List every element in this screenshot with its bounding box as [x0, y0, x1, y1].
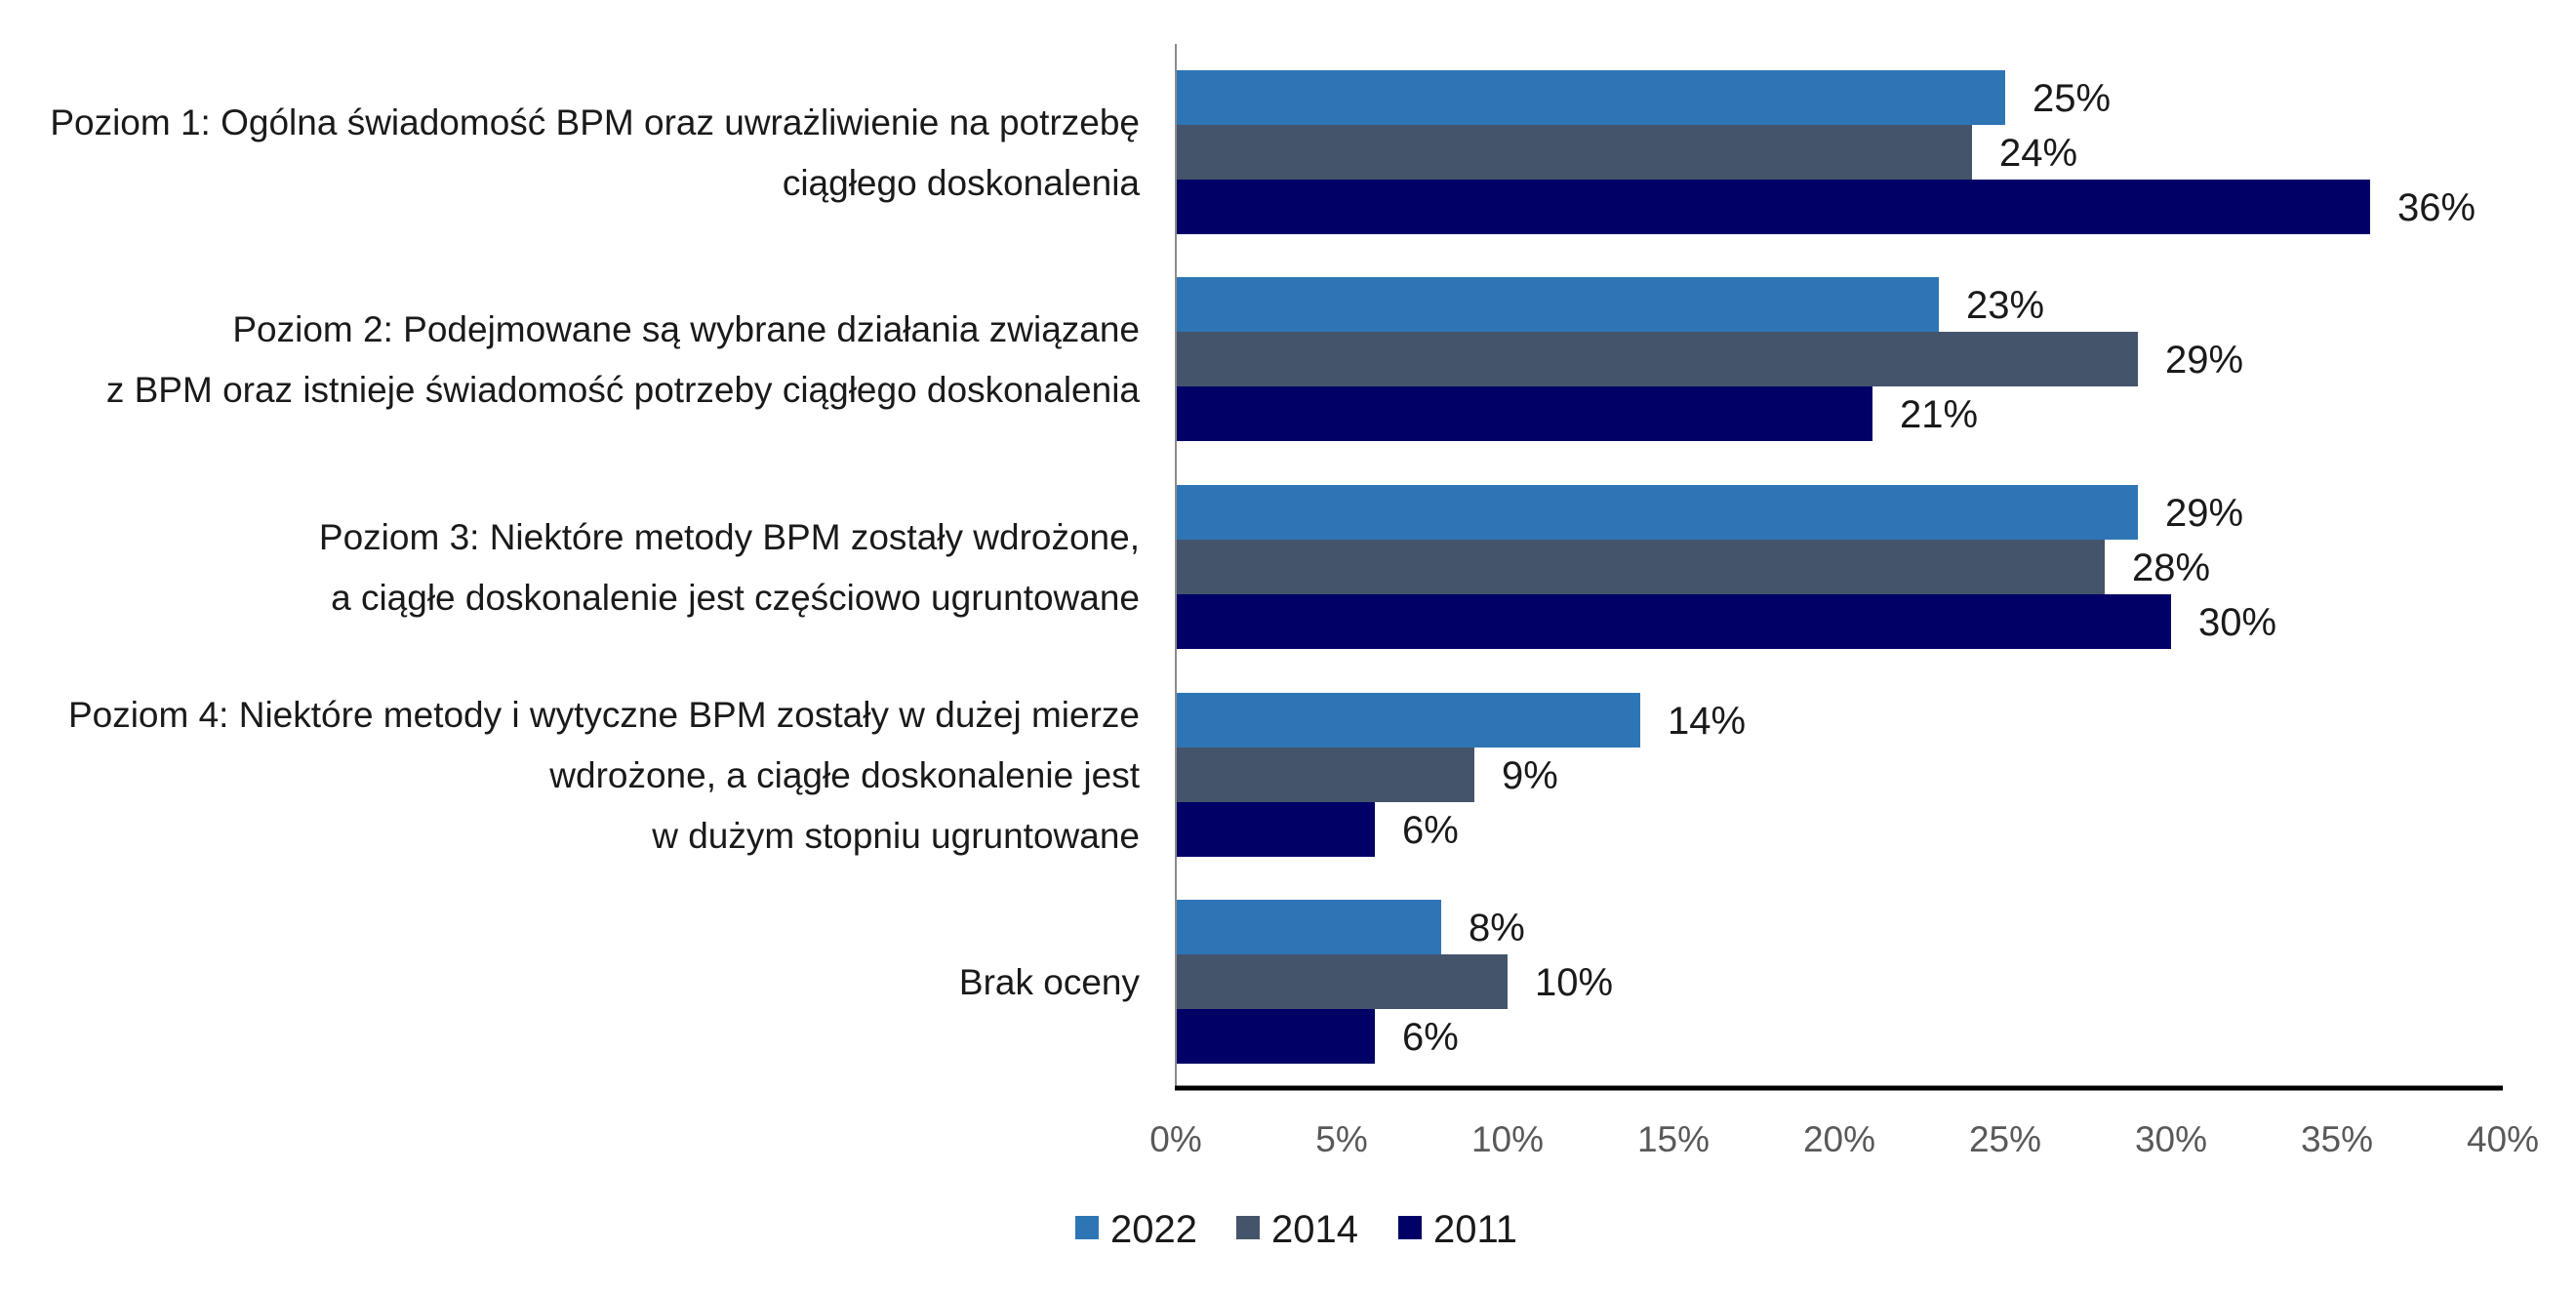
bar-2022-cat-5: [1176, 900, 1441, 954]
legend-item-2011: 2011: [1398, 1208, 1517, 1251]
bar-2011-cat-3: [1176, 594, 2171, 649]
value-label-2014-cat-5: 10%: [1535, 961, 1613, 1004]
value-label-2011-cat-1: 36%: [2397, 186, 2475, 229]
category-labels-layer: Poziom 1: Ogólna świadomość BPM oraz uwr…: [50, 102, 1140, 1002]
category-label-line: Poziom 4: Niektóre metody i wytyczne BPM…: [68, 695, 1140, 735]
value-label-2022-cat-1: 25%: [2033, 77, 2111, 120]
bar-2014-cat-5: [1176, 954, 1508, 1009]
bar-2011-cat-5: [1176, 1009, 1375, 1064]
category-label-line: Brak oceny: [959, 962, 1141, 1002]
value-label-2011-cat-5: 6%: [1402, 1016, 1459, 1059]
legend-label: 2011: [1433, 1208, 1517, 1251]
bar-2014-cat-2: [1176, 332, 2138, 386]
x-tick-label: 30%: [2135, 1119, 2207, 1159]
category-label-line: ciągłego doskonalenia: [783, 163, 1141, 203]
category-label-line: z BPM oraz istnieje świadomość potrzeby …: [106, 370, 1141, 410]
bar-2011-cat-4: [1176, 802, 1375, 857]
bar-2014-cat-4: [1176, 748, 1474, 802]
value-label-2022-cat-5: 8%: [1469, 907, 1525, 950]
x-tick-label: 0%: [1149, 1119, 1201, 1159]
x-tick-labels: 0% 5% 10% 15% 20% 25% 30% 35% 40%: [1149, 1119, 2539, 1159]
legend-swatch: [1236, 1216, 1260, 1239]
x-tick-label: 5%: [1315, 1119, 1367, 1159]
value-label-2011-cat-3: 30%: [2198, 601, 2276, 644]
value-label-2014-cat-2: 29%: [2165, 339, 2243, 382]
value-label-2022-cat-2: 23%: [1966, 284, 2044, 327]
x-tick-label: 25%: [1969, 1119, 2041, 1159]
bar-2014-cat-3: [1176, 540, 2105, 594]
x-tick-label: 20%: [1803, 1119, 1875, 1159]
category-label-line: w dużym stopniu ugruntowane: [651, 816, 1140, 856]
legend-label: 2022: [1110, 1208, 1197, 1251]
value-label-2014-cat-4: 9%: [1502, 754, 1558, 797]
value-label-2022-cat-3: 29%: [2165, 492, 2243, 535]
legend-item-2014: 2014: [1236, 1208, 1358, 1251]
category-label-3: Poziom 3: Niektóre metody BPM zostały wd…: [319, 517, 1140, 618]
x-tick-label: 40%: [2467, 1119, 2539, 1159]
category-label-4: Poziom 4: Niektóre metody i wytyczne BPM…: [68, 695, 1141, 856]
x-tick-label: 15%: [1637, 1119, 1710, 1159]
category-label-line: Poziom 1: Ogólna świadomość BPM oraz uwr…: [50, 102, 1140, 142]
legend-swatch: [1075, 1216, 1099, 1239]
bar-2022-cat-4: [1176, 693, 1640, 748]
value-label-2011-cat-2: 21%: [1900, 393, 1978, 436]
x-tick-label: 10%: [1471, 1119, 1544, 1159]
value-labels-layer: 25% 24% 36% 23% 29% 21% 29% 28% 30% 14% 9% 6% 8%10% 6…: [1402, 77, 2475, 1059]
category-label-line: a ciągłe doskonalenie jest częściowo ugr…: [331, 578, 1140, 618]
bar-2014-cat-1: [1176, 125, 1972, 180]
bars-layer: [1176, 70, 2370, 1064]
value-label-2011-cat-4: 6%: [1402, 809, 1459, 852]
bar-2011-cat-2: [1176, 386, 1872, 441]
legend-item-2022: 2022: [1075, 1208, 1197, 1251]
legend: 2022 2014 2011: [1075, 1208, 1517, 1251]
category-label-2: Poziom 2: Podejmowane są wybrane działan…: [106, 309, 1141, 410]
bar-2022-cat-3: [1176, 485, 2138, 540]
value-label-2014-cat-3: 28%: [2132, 546, 2210, 589]
bar-2022-cat-1: [1176, 70, 2005, 125]
bar-2022-cat-2: [1176, 277, 1939, 332]
bar-2011-cat-1: [1176, 180, 2370, 234]
legend-swatch: [1398, 1216, 1422, 1239]
category-label-line: wdrożone, a ciągłe doskonalenie jest: [548, 755, 1140, 795]
value-label-2014-cat-1: 24%: [1999, 132, 2077, 175]
category-label-line: Poziom 3: Niektóre metody BPM zostały wd…: [319, 517, 1140, 557]
category-label-1: Poziom 1: Ogólna świadomość BPM oraz uwr…: [50, 102, 1140, 203]
legend-label: 2014: [1271, 1208, 1358, 1251]
category-label-line: Poziom 2: Podejmowane są wybrane działan…: [232, 309, 1140, 349]
category-label-5: Brak oceny: [959, 962, 1141, 1002]
value-label-2022-cat-4: 14%: [1668, 700, 1746, 743]
x-tick-label: 35%: [2301, 1119, 2373, 1159]
